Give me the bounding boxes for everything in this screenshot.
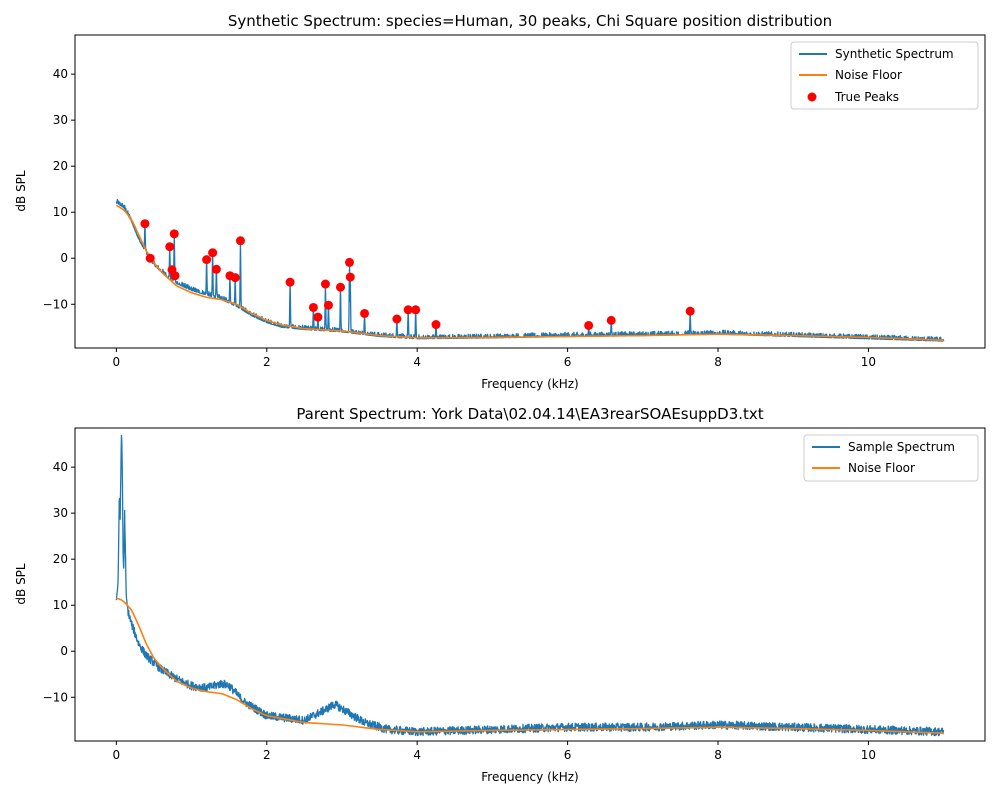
bottom-plot-ticks: 0 2 4 6 8 10 −10 0 10 20 30 40: [43, 460, 876, 762]
bottom-legend-spectrum-label: Sample Spectrum: [848, 440, 955, 454]
top-true-peak-point: [169, 229, 179, 239]
top-subplot: Synthetic Spectrum: species=Human, 30 pe…: [14, 12, 986, 391]
top-true-peak-point: [230, 273, 240, 283]
top-x-tick-label: 0: [113, 355, 121, 369]
top-true-peak-point: [323, 300, 333, 310]
top-true-peak-point: [211, 264, 221, 274]
top-x-axis-label: Frequency (kHz): [481, 377, 578, 391]
top-true-peak-point: [165, 242, 175, 252]
top-plot-frame: [74, 34, 986, 349]
top-true-peak-point: [411, 305, 421, 315]
bottom-y-tick-label: 0: [60, 644, 68, 658]
bottom-legend-noise-label: Noise Floor: [848, 461, 915, 475]
top-legend-box: [790, 41, 979, 110]
top-true-peak-point: [360, 308, 370, 318]
top-chart-title: Synthetic Spectrum: species=Human, 30 pe…: [228, 12, 832, 30]
top-y-tick-label: 10: [53, 205, 68, 219]
bottom-legend-box: [803, 434, 979, 482]
top-y-tick-label: 0: [60, 251, 68, 265]
bottom-y-tick-label: 10: [53, 598, 68, 612]
top-legend: Synthetic Spectrum Noise Floor True Peak…: [790, 41, 979, 110]
top-y-tick-label: 20: [53, 159, 68, 173]
top-y-tick-label: −10: [43, 297, 68, 311]
top-legend-noise-label: Noise Floor: [835, 68, 902, 82]
top-x-tick-label: 4: [413, 355, 421, 369]
top-true-peak-point: [392, 314, 402, 324]
top-true-peak-point: [685, 306, 695, 316]
top-legend-peaks-label: True Peaks: [834, 90, 899, 104]
bottom-y-axis-label: dB SPL: [14, 563, 28, 605]
bottom-y-tick-label: 40: [53, 460, 68, 474]
top-noise-floor-line: [115, 204, 944, 341]
bottom-x-tick-label: 4: [413, 748, 421, 762]
top-plot-series: [115, 198, 945, 342]
bottom-x-tick-label: 0: [113, 748, 121, 762]
top-x-tick-label: 10: [861, 355, 876, 369]
top-true-peak-point: [584, 320, 594, 330]
bottom-x-tick-label: 8: [714, 748, 722, 762]
bottom-x-tick-label: 6: [564, 748, 572, 762]
bottom-y-tick-label: −10: [43, 690, 68, 704]
top-true-peak-point: [335, 282, 345, 292]
top-legend-peaks-swatch: [807, 92, 817, 102]
top-true-peak-point: [145, 253, 155, 263]
bottom-x-tick-label: 10: [861, 748, 876, 762]
top-true-peak-point: [208, 248, 218, 258]
bottom-plot-series: [115, 434, 945, 737]
bottom-chart-title: Parent Spectrum: York Data\02.04.14\EA3r…: [296, 405, 763, 423]
bottom-noise-floor-line: [116, 597, 944, 734]
top-true-peak-point: [140, 219, 150, 229]
top-true-peak-point: [403, 305, 413, 315]
top-true-peak-point: [202, 255, 212, 265]
top-true-peak-point: [345, 257, 354, 267]
top-true-peak-point: [285, 277, 295, 287]
top-true-peak-point: [235, 236, 245, 246]
bottom-y-tick-label: 30: [53, 506, 68, 520]
top-true-peak-point: [606, 315, 616, 325]
bottom-y-tick-label: 20: [53, 552, 68, 566]
bottom-x-axis-label: Frequency (kHz): [481, 770, 578, 784]
bottom-x-tick-label: 2: [263, 748, 271, 762]
top-series-line: [115, 198, 945, 342]
top-x-tick-label: 6: [564, 355, 572, 369]
top-true-peak-point: [320, 279, 330, 289]
top-true-peak-point: [308, 302, 318, 312]
top-y-axis-label: dB SPL: [14, 170, 28, 212]
top-y-tick-label: 30: [53, 113, 68, 127]
top-plot-ticks: 0 2 4 6 8 10 −10 0 10 20 30 40: [43, 67, 876, 369]
bottom-legend: Sample Spectrum Noise Floor: [803, 434, 979, 482]
top-y-tick-label: 40: [53, 67, 68, 81]
top-true-peak-point: [313, 312, 323, 322]
top-true-peak-point: [431, 320, 441, 330]
top-x-tick-label: 8: [714, 355, 722, 369]
bottom-plot-frame: [74, 427, 986, 742]
top-true-peak-point: [170, 271, 180, 281]
top-legend-spectrum-label: Synthetic Spectrum: [835, 47, 954, 61]
bottom-subplot: Parent Spectrum: York Data\02.04.14\EA3r…: [14, 405, 986, 784]
top-true-peak-point: [345, 272, 355, 282]
top-x-tick-label: 2: [263, 355, 271, 369]
